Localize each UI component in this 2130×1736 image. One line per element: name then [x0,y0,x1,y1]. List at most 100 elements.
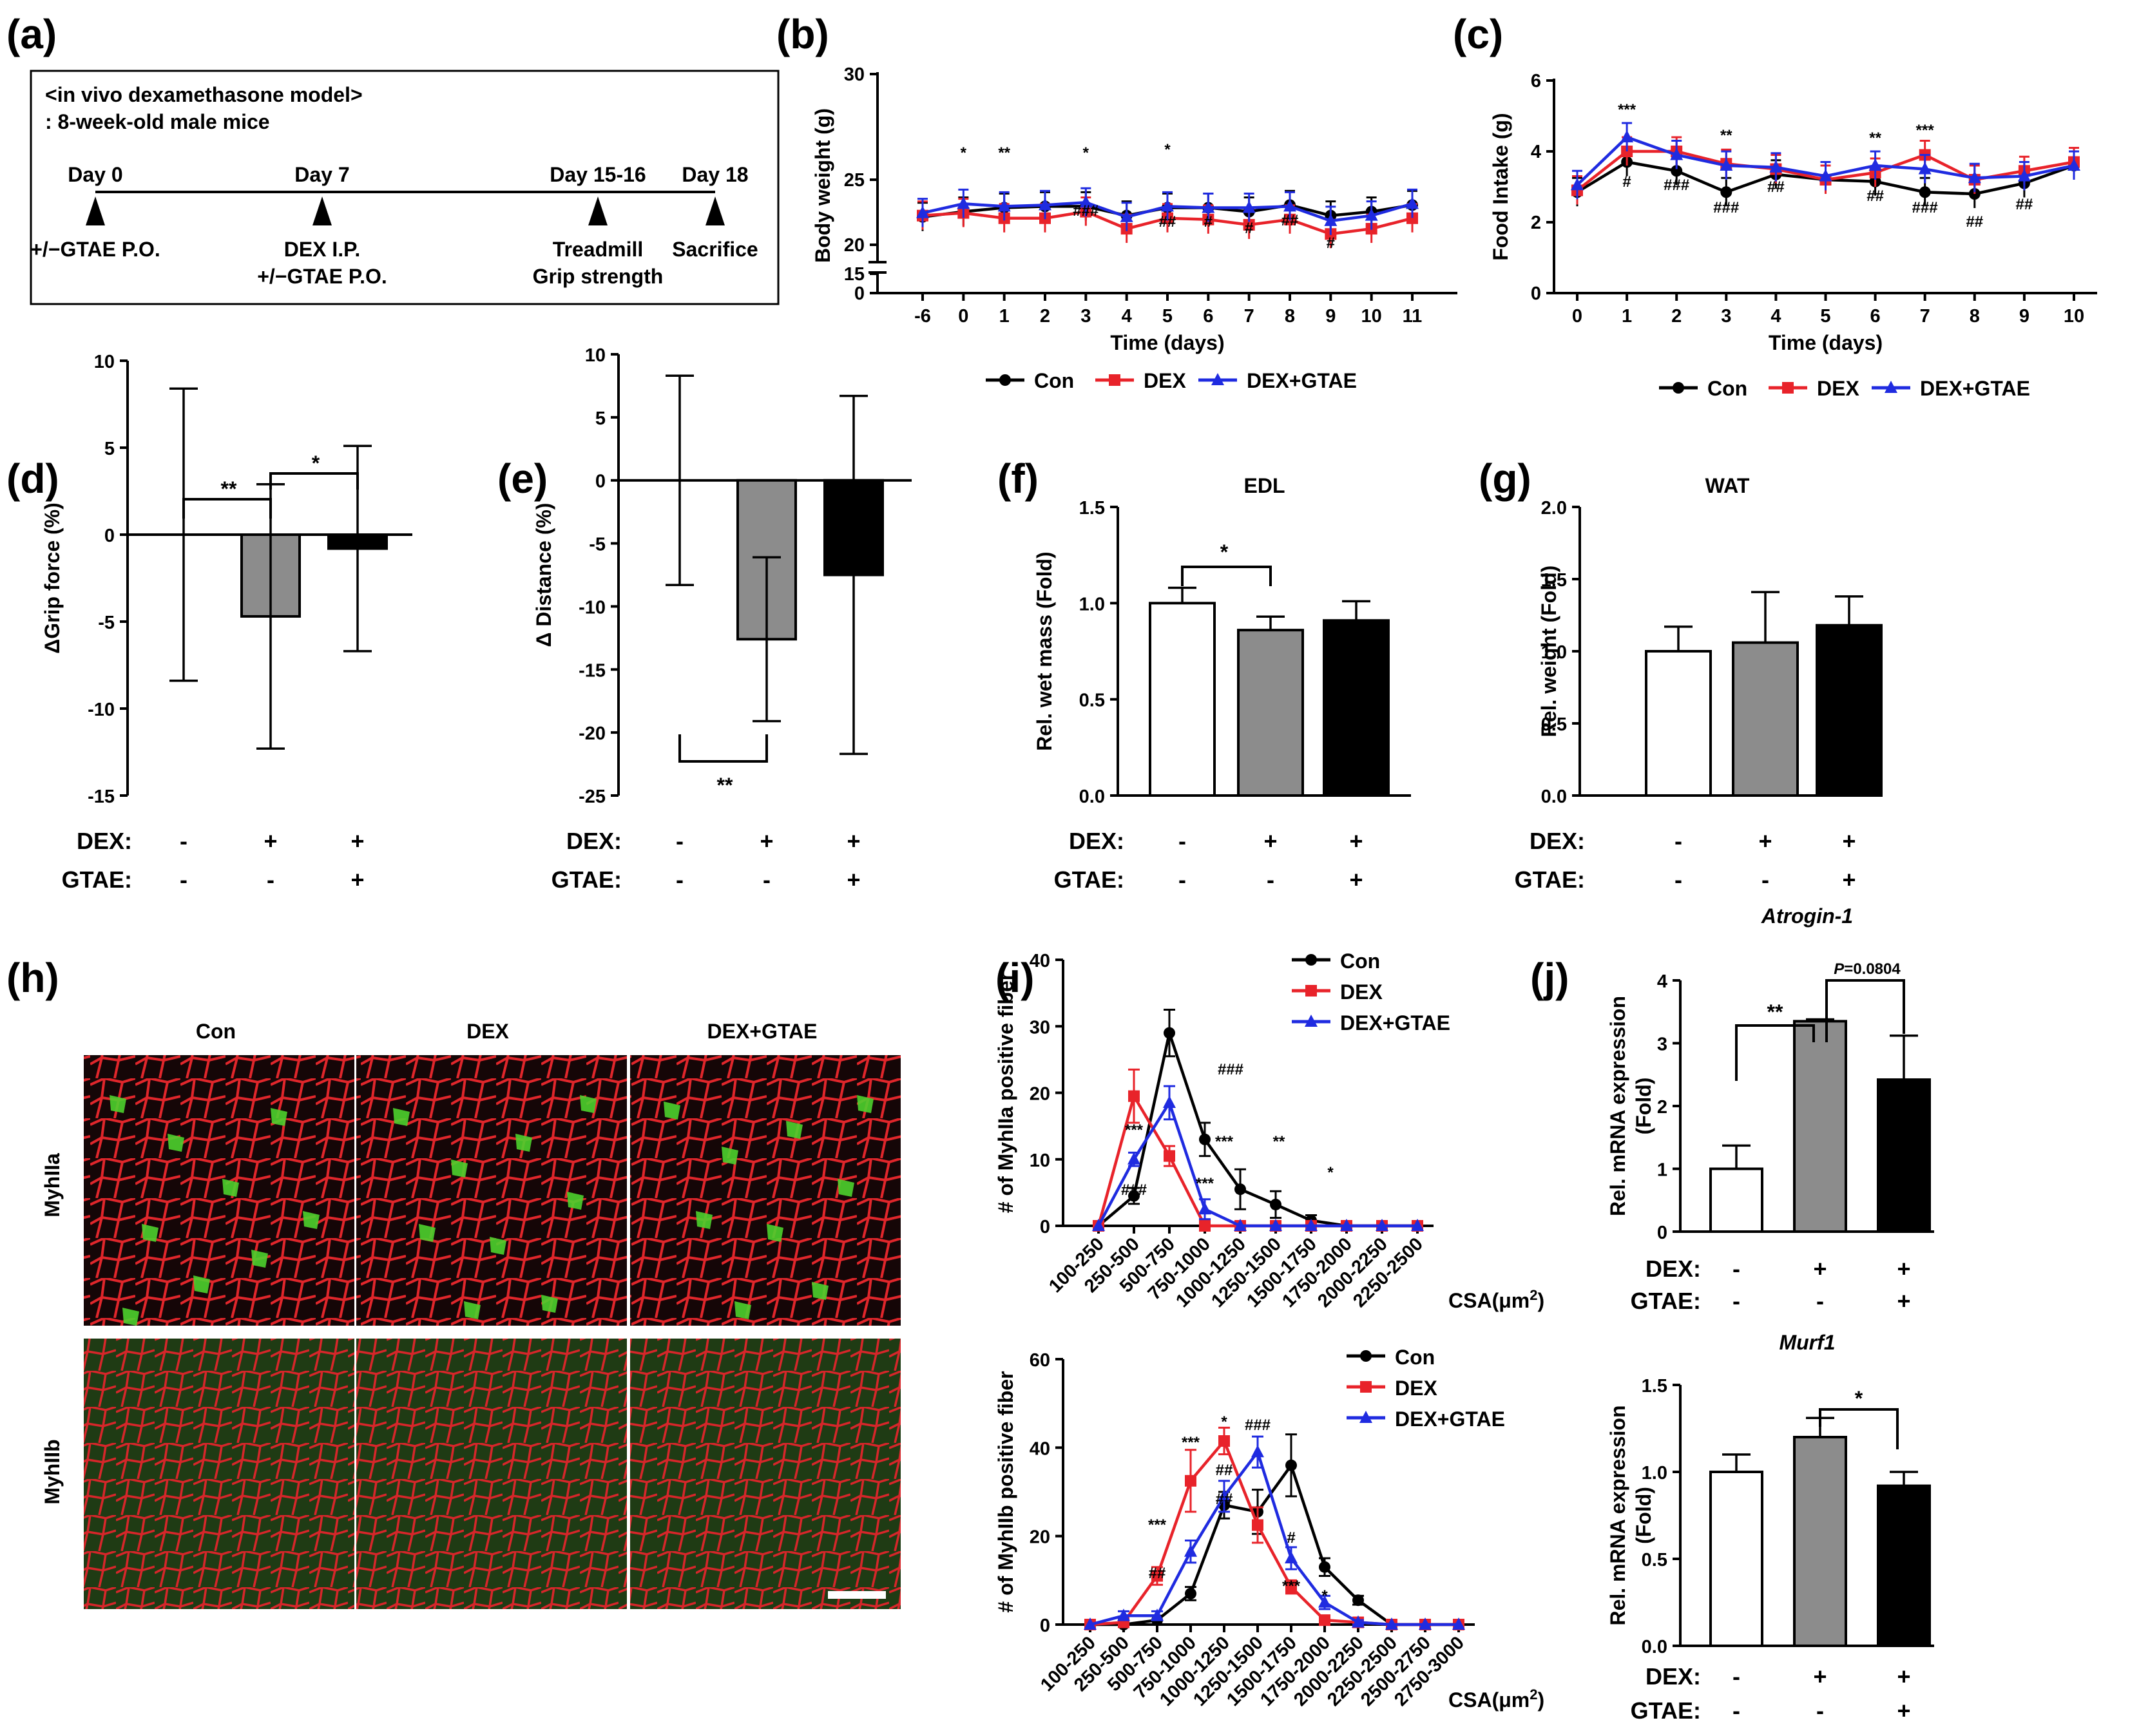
series-point-2 [1968,171,1981,184]
series-point-2 [1419,1617,1432,1630]
x-axis-title-part: CSA( [1448,1688,1499,1712]
panel-label-8: (i) [995,955,1034,1001]
series-point-1 [1243,218,1255,231]
y-tick-label: 5 [595,408,606,429]
x-tick-label: 4 [1122,306,1132,327]
series-point-2 [1385,1617,1398,1630]
dex-sign: + [1758,828,1772,854]
timeline-arrow-2 [588,196,608,225]
sig-annotation: * [1164,141,1171,158]
series-point-2 [1184,1544,1197,1557]
myhiia-fiber [142,1224,158,1242]
myhiia-fiber [664,1102,680,1120]
legend-label-2: DEX+GTAE [1395,1407,1505,1431]
panel-c-food-intake: 0 2 4 6 0 1 2 3 4 5 6 7 8 9 10 Time (days) Food Intake (… [1489,71,2097,354]
sig-annotation: *** [1618,101,1636,119]
sig-annotation: ### [1121,1181,1147,1199]
x-tick-label: 6 [1203,306,1213,327]
series-point-2 [1151,1608,1164,1621]
series-point-2 [1918,162,1932,175]
series-line-1 [1089,1438,1459,1626]
y-tick-label: 1.5 [1541,570,1567,591]
series-point-2 [2068,158,2080,171]
legend-marker-1 [1360,1381,1372,1393]
series-point-0 [1720,186,1732,198]
panel-label-6: (g) [1479,455,1531,502]
sig-annotation: *** [1215,1133,1234,1150]
sig-label: ** [717,774,733,797]
panel-label-0: (a) [6,11,57,57]
myhiia-fiber [464,1301,481,1319]
timeline-day-3: Day 18 [682,163,748,186]
series-point-1 [1285,1581,1297,1593]
gtae-row-label: GTAE: [552,866,622,893]
model-title: <in vivo dexamethasone model> [45,83,363,106]
series-point-2 [1269,1219,1282,1231]
series-point-1 [1406,212,1418,224]
dex-sign: + [1897,1663,1910,1690]
x-tick-label: -6 [914,306,931,327]
gtae-sign: - [1816,1288,1824,1314]
dex-row-label: DEX: [1069,828,1124,854]
x-axis-title-part: ) [1538,1289,1545,1312]
series-line-2 [1097,1099,1417,1228]
dex-row-label: DEX: [77,828,132,854]
legend-label-1: DEX [1340,980,1383,1004]
series-point-2 [1079,195,1093,208]
series-point-2 [1720,158,1733,171]
gtae-sign: - [1674,866,1682,893]
y-axis-title: Rel. mRNA expression [1606,1405,1629,1625]
myhiia-fiber [251,1250,268,1268]
y-tick-label: 2 [1531,213,1541,233]
timeline-arrow-0 [86,196,105,225]
gtae-sign: - [1267,866,1274,893]
y-tick-label: 30 [1030,1017,1050,1038]
event-gtae-2: +/−GTAE P.O. [257,265,387,288]
myhiia-fiber [110,1095,126,1113]
series-point-2 [1305,1219,1318,1231]
x-tick-label: 9 [1325,306,1336,327]
series-point-0 [1919,186,1931,198]
gtae-sign: - [676,866,684,893]
sig-label: * [312,452,320,475]
y-tick-label: 20 [1030,1084,1050,1105]
myhiia-fiber [857,1095,874,1113]
sig-annotation: ## [1149,1565,1166,1582]
y-axis-title: Body weight (g) [811,108,834,263]
x-tick-label: 7 [1920,306,1930,327]
legend-marker-2 [1305,1015,1318,1027]
dex-sign: - [180,828,187,854]
gtae-sign: - [1816,1697,1824,1724]
sig-annotation: ## [1159,213,1176,231]
x-axis-title-part: μ [1499,1289,1511,1312]
myhiia-fiber [222,1179,239,1197]
y-tick-label: -15 [579,660,606,681]
sig-annotation: * [1321,1587,1328,1605]
x-tick-label: 7 [1244,306,1254,327]
sig-annotation: *** [1916,122,1935,139]
x-tick-label: 9 [2019,306,2029,327]
gtae-row-label: GTAE: [1631,1288,1701,1314]
series-point-2 [1340,1219,1353,1231]
x-tick-label: 2 [1040,306,1050,327]
myhiia-fiber [541,1295,558,1313]
bar-0 [1645,650,1712,797]
gtae-sign: - [1761,866,1769,893]
x-tick-label: 1 [999,306,1010,327]
legend-label-0: Con [1395,1346,1435,1369]
series-point-2 [1670,148,1684,160]
event-treadmill: Treadmill [553,238,644,261]
gtae-row-label: GTAE: [1054,866,1124,893]
y-tick-label: 2.0 [1541,498,1567,519]
dex-sign: - [1178,828,1186,854]
series-point-0 [1164,1027,1175,1039]
panel-i-top-legend: Con DEX DEX+GTAE [1292,949,1450,1035]
y-tick-label: 0.5 [1642,1550,1667,1570]
y-tick-label: 0.0 [1642,1637,1667,1657]
legend-label-1: DEX [1395,1377,1437,1400]
y-tick-label: 0 [1040,1217,1050,1237]
y-tick-label: 15 [844,264,865,285]
series-point-2 [1218,1489,1231,1502]
gtae-sign: + [1897,1697,1910,1724]
sig-annotation: ## [1767,178,1785,196]
